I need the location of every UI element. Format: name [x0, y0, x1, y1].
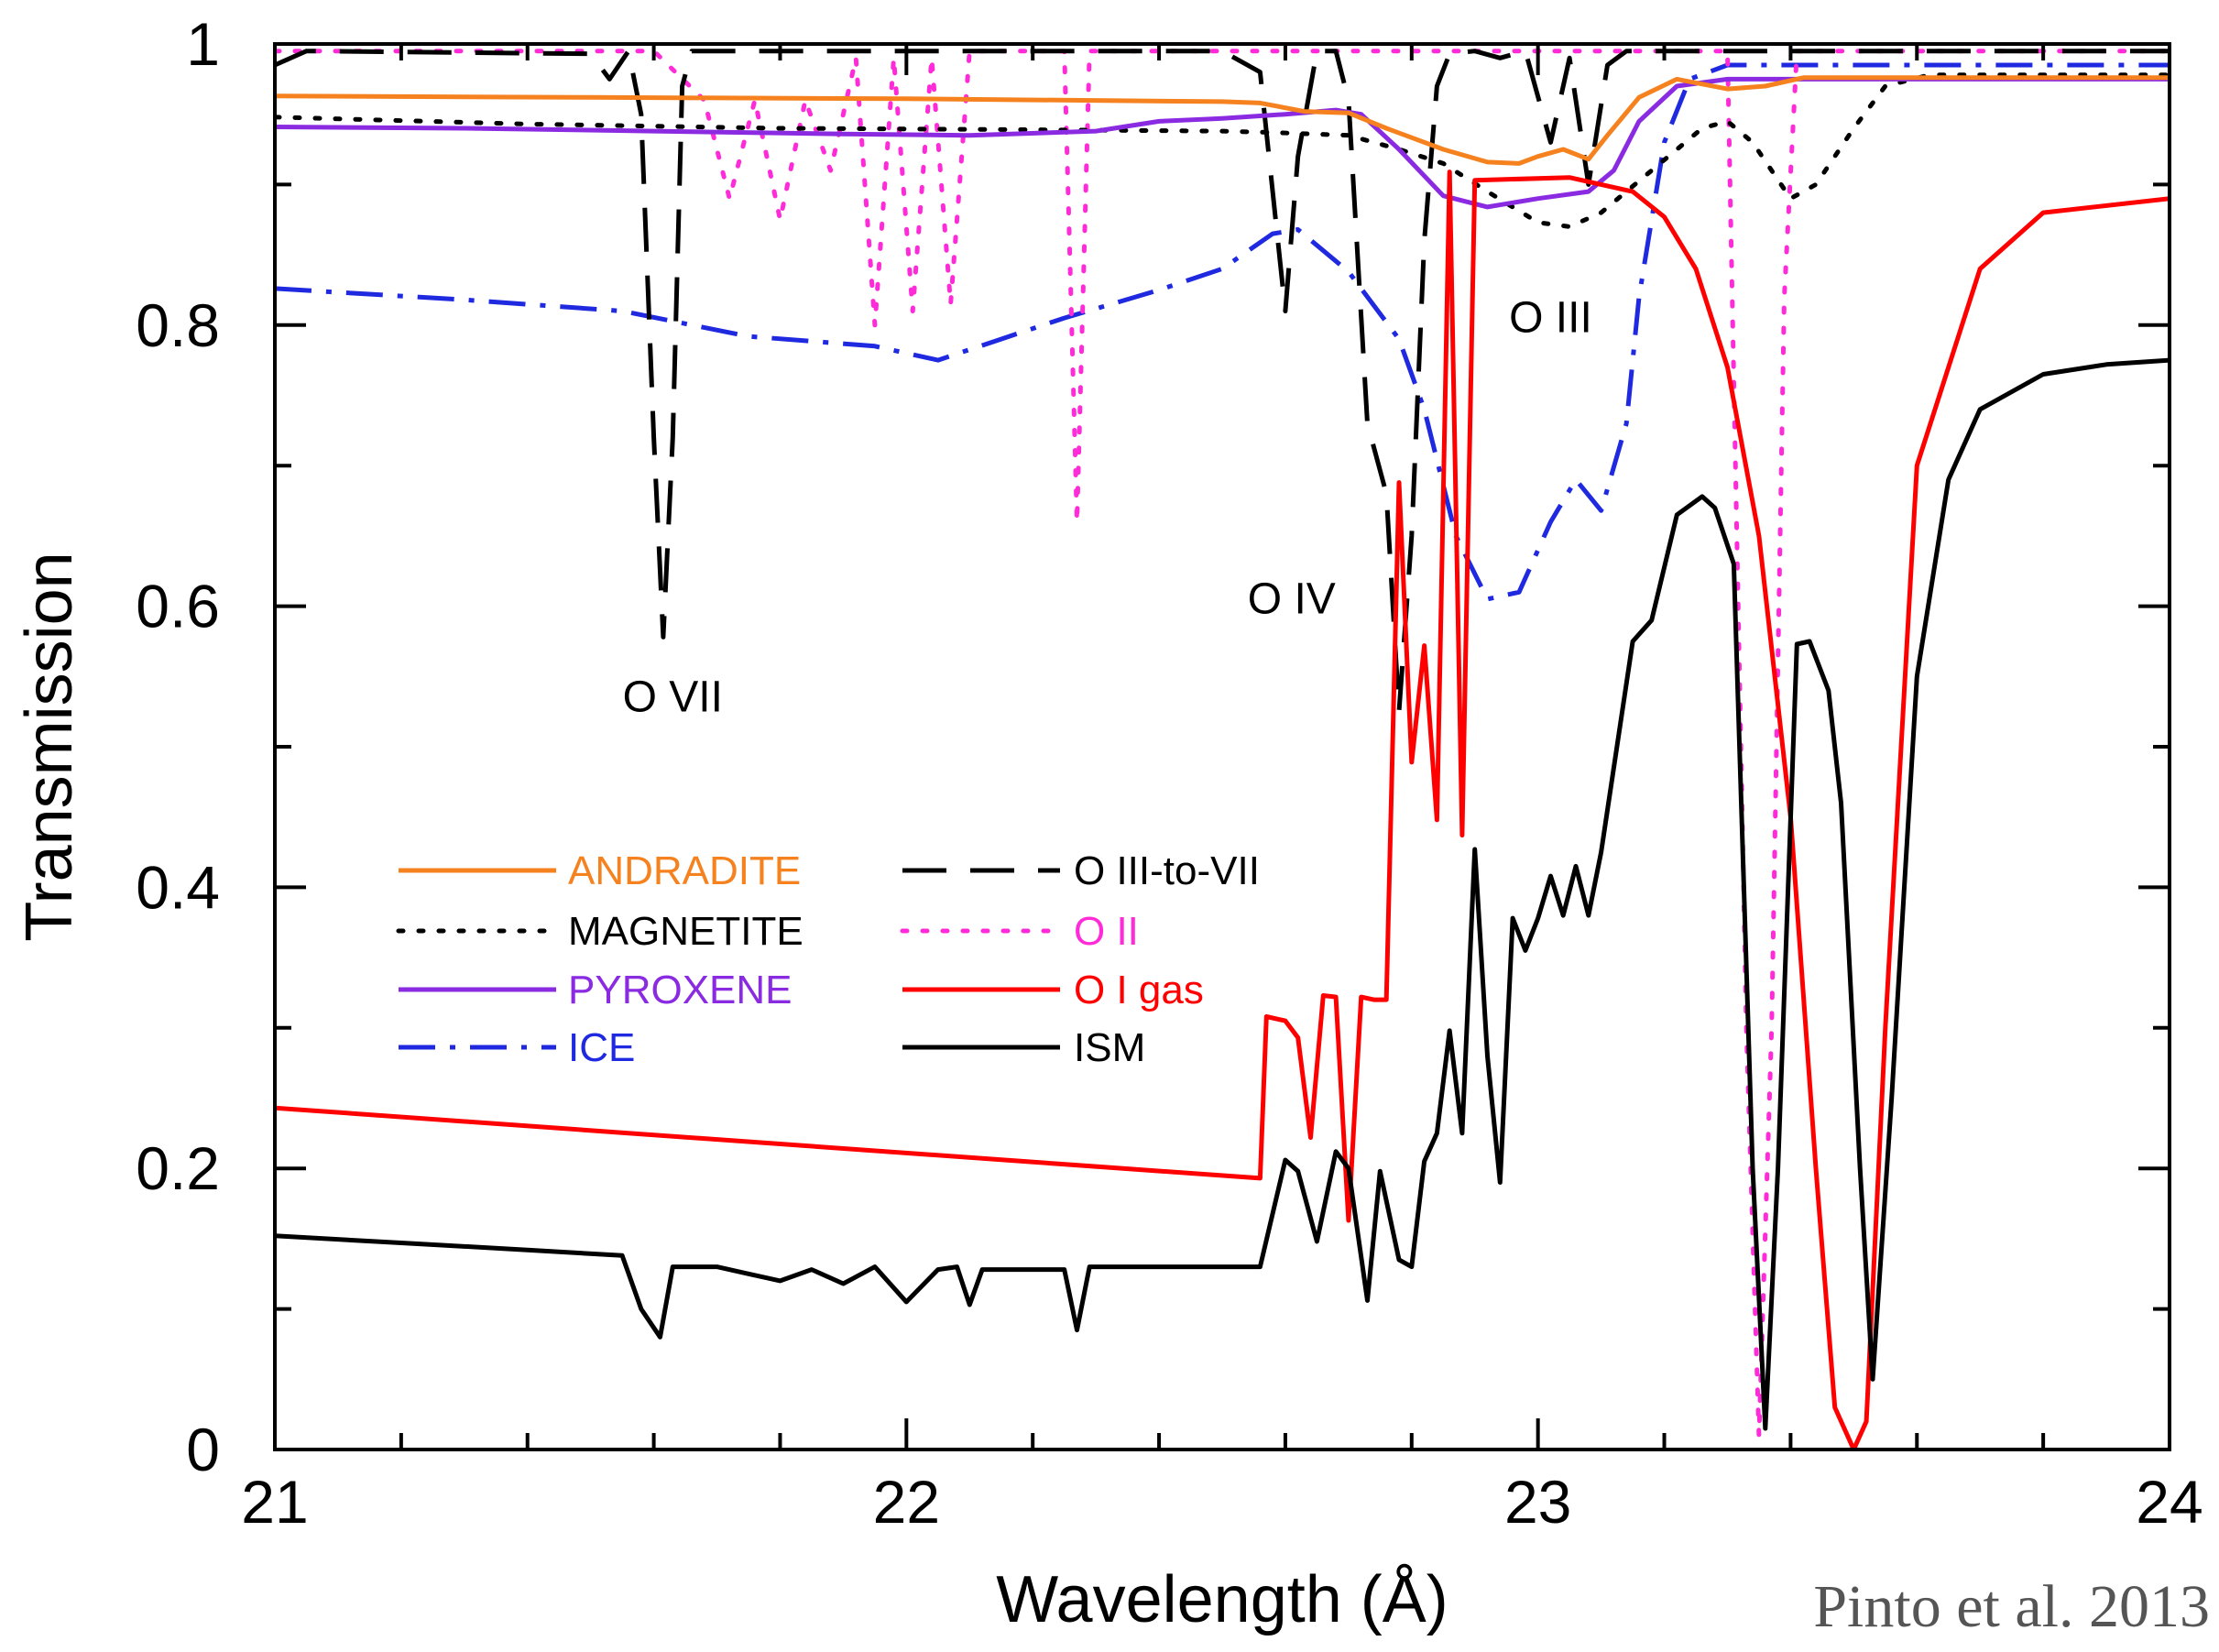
x-tick-label: 22 — [873, 1468, 940, 1536]
legend-label-pyroxene: PYROXENE — [568, 968, 792, 1012]
legend-label-magnetite: MAGNETITE — [568, 909, 803, 954]
y-axis-title: Transmission — [13, 552, 86, 941]
plot-frame — [273, 42, 2171, 1451]
series-line-pyroxene — [275, 76, 2170, 210]
series-line-magnetite — [275, 72, 2170, 229]
series-line-o-ii — [275, 49, 2170, 1439]
legend-label-ism: ISM — [1074, 1025, 1145, 1070]
y-tick-label: 0.6 — [136, 573, 220, 640]
legend-label-o-ii: O II — [1074, 909, 1139, 954]
legend-label-o-iii-to-vii: O III-to-VII — [1074, 848, 1260, 893]
x-axis-title: Wavelength (Å) — [996, 1563, 1448, 1636]
tick-layer — [273, 42, 2171, 1451]
y-tick-label: 0.2 — [136, 1134, 220, 1202]
series-line-andradite — [275, 75, 2170, 166]
series-line-o-i-gas — [275, 170, 2170, 1450]
y-tick-label: 0.8 — [136, 291, 220, 359]
series-layer — [275, 49, 2170, 1450]
y-tick-label: 1 — [186, 10, 220, 78]
legend-label-ice: ICE — [568, 1025, 635, 1070]
x-tick-label: 23 — [1504, 1468, 1571, 1536]
annotation-o-iii: O III — [1509, 293, 1592, 342]
legend-label-andradite: ANDRADITE — [568, 848, 801, 893]
annotation-o-iv: O IV — [1248, 574, 1336, 623]
x-tick-label: 24 — [2136, 1468, 2203, 1536]
credit-text: Pinto et al. 2013 — [1813, 1573, 2210, 1640]
annotation-o-vii: O VII — [623, 673, 723, 722]
y-tick-label: 0.4 — [136, 853, 220, 921]
label-layer: 21 22 23 24 0 0.2 0.4 0.6 0.8 1 — [136, 10, 2203, 1536]
series-line-o-iii-to-vii — [275, 49, 2170, 715]
x-tick-label: 21 — [241, 1468, 308, 1536]
series-line-ism — [275, 357, 2170, 1431]
y-tick-label: 0 — [186, 1416, 220, 1483]
legend: ANDRADITE MAGNETITE PYROXENE ICE O III-to-VI… — [396, 848, 1260, 1070]
series-line-ice — [275, 62, 2170, 602]
annotation-layer: O VII O IV O III — [623, 293, 1592, 721]
legend-label-o-i-gas: O I gas — [1074, 968, 1204, 1012]
